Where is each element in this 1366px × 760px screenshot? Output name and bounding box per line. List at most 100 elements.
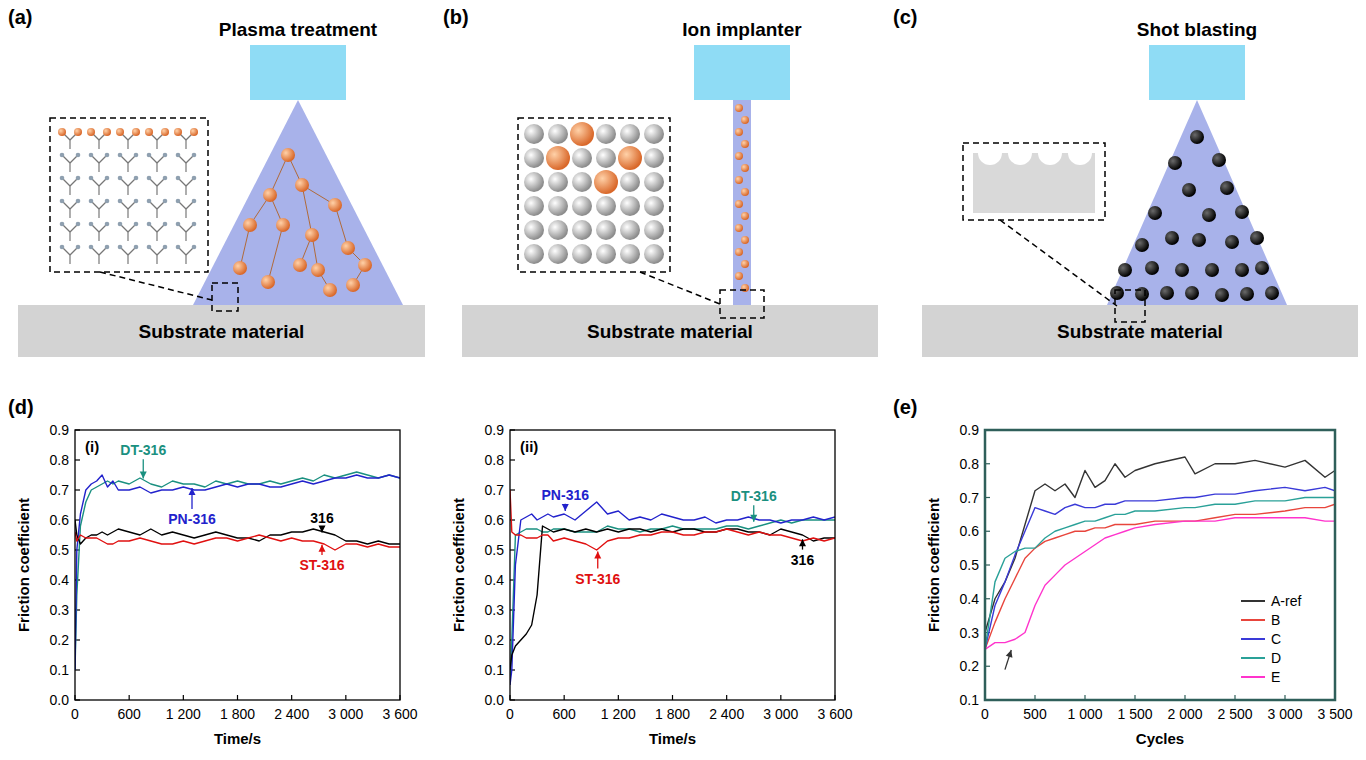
molecule-atom xyxy=(147,176,152,181)
arrow-head xyxy=(319,545,326,552)
shot xyxy=(1190,130,1204,144)
lattice-atom xyxy=(620,220,640,240)
molecule xyxy=(98,163,99,172)
bond xyxy=(302,185,312,235)
molecule xyxy=(98,255,99,264)
dimple xyxy=(1038,153,1062,165)
shot xyxy=(1235,205,1249,219)
molecule-atom xyxy=(76,176,81,181)
x-axis-title: Time/s xyxy=(649,730,696,747)
y-tick-label: 0.1 xyxy=(50,662,70,678)
panel-letter: (c) xyxy=(893,6,917,28)
x-tick-label: 2 000 xyxy=(1167,706,1202,722)
y-tick-label: 0.9 xyxy=(50,422,70,438)
series-label: 316 xyxy=(310,510,334,526)
focus-box xyxy=(720,290,764,318)
lattice-atom xyxy=(548,196,568,216)
arrow-head xyxy=(1006,650,1013,658)
x-tick-label: 2 400 xyxy=(709,706,744,722)
ion xyxy=(735,272,743,280)
shot xyxy=(1145,261,1159,275)
molecule-atom xyxy=(118,199,123,204)
molecule-head xyxy=(161,128,169,136)
molecule xyxy=(185,209,186,218)
shot xyxy=(1202,208,1216,222)
molecule xyxy=(127,209,128,218)
lattice-atom xyxy=(620,244,640,264)
shot xyxy=(1240,287,1254,301)
series-line xyxy=(75,475,400,670)
y-tick-label: 0.6 xyxy=(485,512,505,528)
lattice-atom xyxy=(524,196,544,216)
shot xyxy=(1165,231,1179,245)
substrate xyxy=(922,305,1358,357)
ion xyxy=(735,224,743,232)
y-tick xyxy=(75,459,80,460)
lattice-atom xyxy=(572,148,592,168)
molecule xyxy=(156,140,157,149)
panel-sub-label: (i) xyxy=(85,438,99,455)
shot xyxy=(1225,235,1239,249)
shot xyxy=(1235,263,1249,277)
molecule xyxy=(185,163,186,172)
molecule xyxy=(69,186,70,195)
molecule-atom xyxy=(89,176,94,181)
shot xyxy=(1182,183,1196,197)
molecule-atom xyxy=(89,245,94,250)
shot xyxy=(1205,263,1219,277)
x-tick-label: 1 800 xyxy=(655,706,690,722)
molecule-atom xyxy=(76,153,81,158)
inset-box xyxy=(963,143,1105,220)
molecule xyxy=(127,232,128,241)
particle xyxy=(243,218,257,232)
ion xyxy=(741,212,749,220)
ion xyxy=(741,188,749,196)
shot xyxy=(1192,233,1206,247)
series-line xyxy=(510,502,835,685)
shot xyxy=(1118,263,1132,277)
molecule-atom xyxy=(176,245,181,250)
lattice-atom xyxy=(596,124,616,144)
arrow-head xyxy=(750,515,757,522)
connector xyxy=(1000,220,1117,306)
molecule-head xyxy=(58,128,66,136)
implanted-atom xyxy=(546,146,570,170)
lattice-atom xyxy=(596,220,616,240)
molecule xyxy=(69,209,70,218)
substrate xyxy=(462,305,878,357)
series-line xyxy=(510,526,835,670)
y-tick-label: 0.1 xyxy=(485,662,505,678)
panel-letter: (a) xyxy=(8,6,32,28)
particle xyxy=(233,261,247,275)
arrow-head xyxy=(189,488,196,495)
molecule-atom xyxy=(134,176,139,181)
legend-swatch xyxy=(1241,638,1265,640)
y-tick-label: 0.3 xyxy=(485,602,505,618)
lattice-atom xyxy=(644,220,664,240)
shot xyxy=(1148,206,1162,220)
y-tick-label: 0.6 xyxy=(960,523,980,539)
panel-letter: (d) xyxy=(8,396,34,418)
shot xyxy=(1185,286,1199,300)
molecule-atom xyxy=(76,222,81,227)
y-tick-label: 0.8 xyxy=(485,452,505,468)
dimple xyxy=(1008,153,1032,165)
ion xyxy=(735,128,743,136)
lattice-atom xyxy=(644,244,664,264)
molecule xyxy=(98,232,99,241)
molecule-atom xyxy=(176,199,181,204)
particle xyxy=(305,228,319,242)
molecule-atom xyxy=(147,245,152,250)
molecule-atom xyxy=(134,222,139,227)
legend-label: A-ref xyxy=(1271,593,1301,609)
molecule-atom xyxy=(105,199,110,204)
lattice-atom xyxy=(524,220,544,240)
molecule-head xyxy=(103,128,111,136)
lattice-atom xyxy=(644,148,664,168)
focus-box xyxy=(1115,290,1145,322)
dimple xyxy=(1068,153,1092,165)
diagram-title: Ion implanter xyxy=(682,19,802,40)
chart: 06001 2001 8002 4003 0003 6000.00.10.20.… xyxy=(15,422,418,747)
legend-swatch xyxy=(1241,676,1265,678)
particle xyxy=(346,278,360,292)
